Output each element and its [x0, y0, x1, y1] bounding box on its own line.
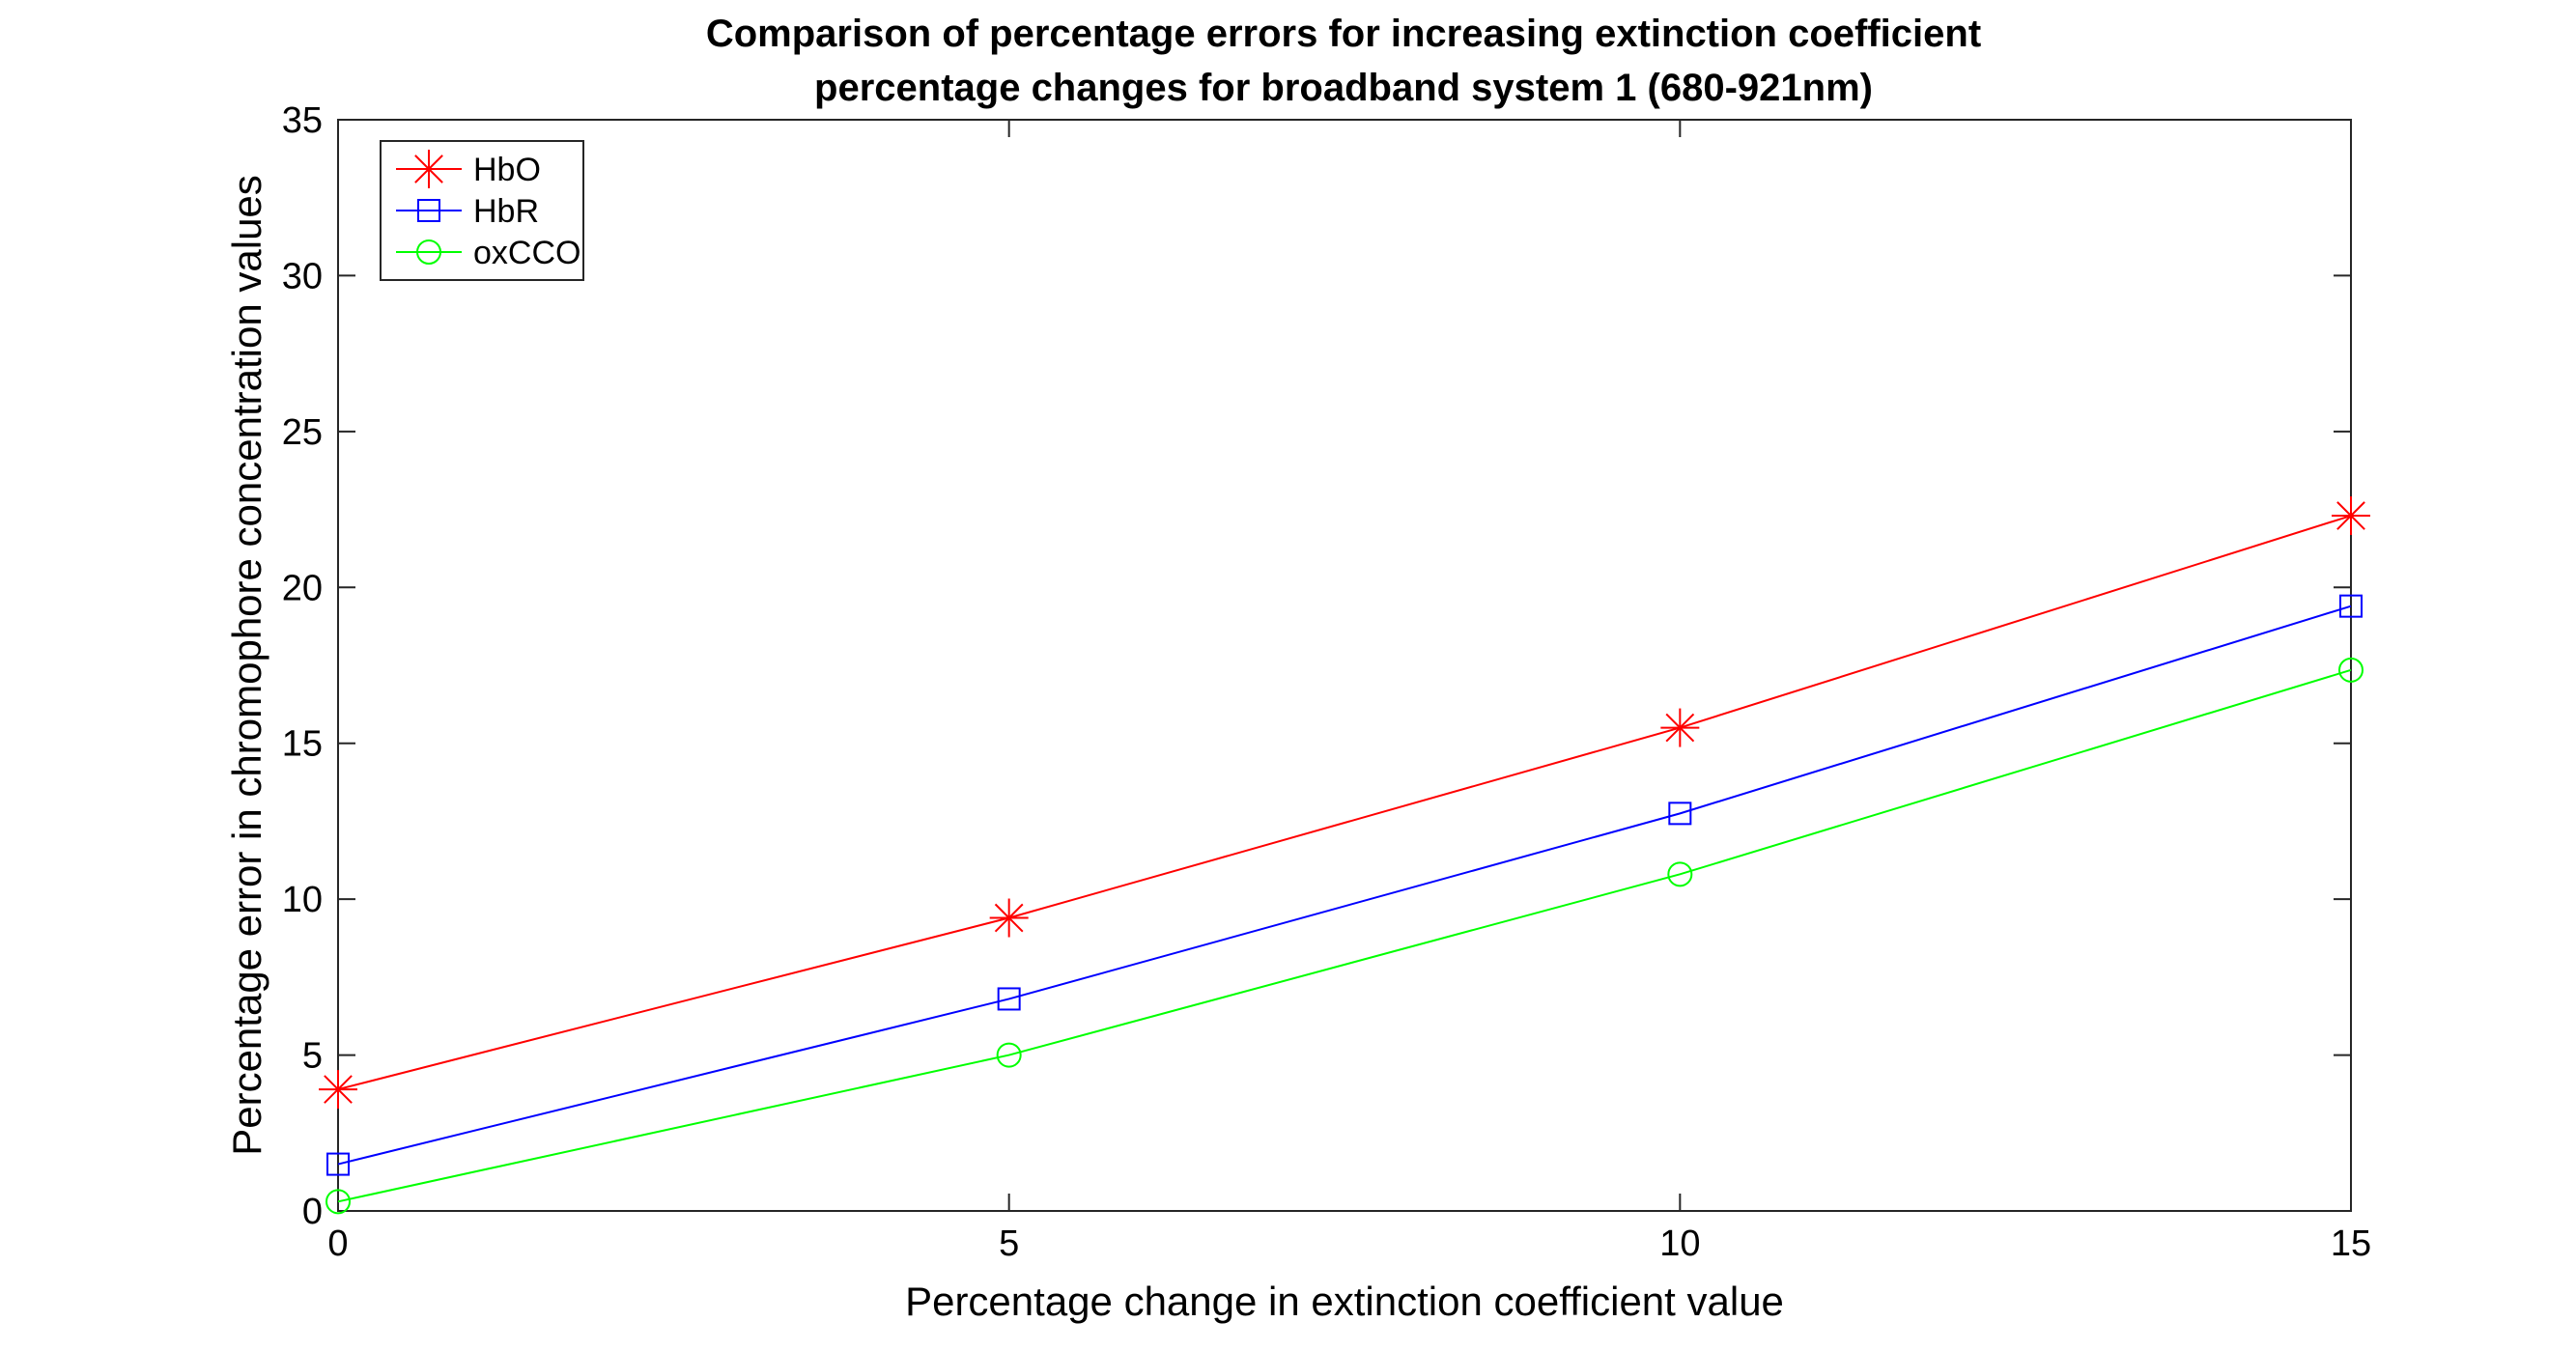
legend-marker-hbo — [410, 150, 448, 188]
axis-ticks — [337, 119, 2352, 1212]
y-tick-label: 30 — [282, 256, 323, 296]
data-point-hbo — [2332, 496, 2370, 536]
legend-label-oxcco: oxCCO — [473, 235, 580, 271]
series-line-oxcco — [337, 668, 2352, 1203]
x-tick-label: 15 — [2331, 1223, 2371, 1264]
data-point-hbr — [326, 1152, 350, 1176]
x-axis-label: Percentage change in extinction coeffici… — [905, 1279, 1784, 1324]
chart-title-line-1: Comparison of percentage errors for incr… — [706, 13, 1981, 55]
y-tick-label: 15 — [282, 724, 323, 765]
data-point-hbr — [2339, 594, 2363, 618]
y-tick-label: 10 — [282, 880, 323, 920]
legend-marker-hbr — [417, 199, 440, 222]
data-point-oxcco — [1667, 861, 1693, 887]
data-point-hbo — [1660, 708, 1700, 747]
y-tick-label: 5 — [302, 1036, 323, 1077]
series-line-hbo — [337, 515, 2352, 1091]
legend-item-hbo: HbO — [396, 150, 541, 188]
y-tick-label: 0 — [302, 1192, 323, 1232]
legend-marker-oxcco — [416, 239, 441, 265]
data-point-oxcco — [2338, 657, 2364, 683]
x-tick-label: 5 — [999, 1223, 1019, 1264]
legend-item-hbr: HbR — [396, 193, 539, 230]
x-tick-label: 10 — [1659, 1223, 1700, 1264]
data-point-oxcco — [996, 1042, 1022, 1068]
data-point-hbo — [319, 1070, 357, 1110]
y-axis-label: Percentage error in chromophore concentr… — [224, 175, 269, 1156]
legend-label-hbr: HbR — [473, 193, 539, 230]
y-tick-label: 20 — [282, 568, 323, 608]
y-tick-label: 25 — [282, 412, 323, 453]
plot-area — [337, 119, 2352, 1212]
series-line-hbr — [337, 605, 2352, 1166]
y-tick-label: 35 — [282, 100, 323, 141]
data-point-oxcco — [326, 1189, 351, 1215]
data-point-hbo — [989, 898, 1029, 938]
legend-item-oxcco: oxCCO — [396, 235, 580, 271]
legend: HbO HbR oxCCO — [380, 140, 584, 281]
series-hbr — [326, 594, 2363, 1176]
data-point-hbr — [1668, 802, 1692, 826]
legend-label-hbo: HbO — [473, 152, 541, 188]
axis-tick-labels: 0 5 10 15 0 5 10 15 20 25 30 35 — [282, 100, 2371, 1264]
x-tick-label: 0 — [327, 1223, 348, 1264]
series-oxcco — [326, 657, 2364, 1215]
chart-title-line-2: percentage changes for broadband system … — [814, 67, 1873, 109]
data-point-hbr — [997, 987, 1021, 1011]
series-hbo — [319, 496, 2370, 1110]
data-series — [319, 496, 2370, 1215]
